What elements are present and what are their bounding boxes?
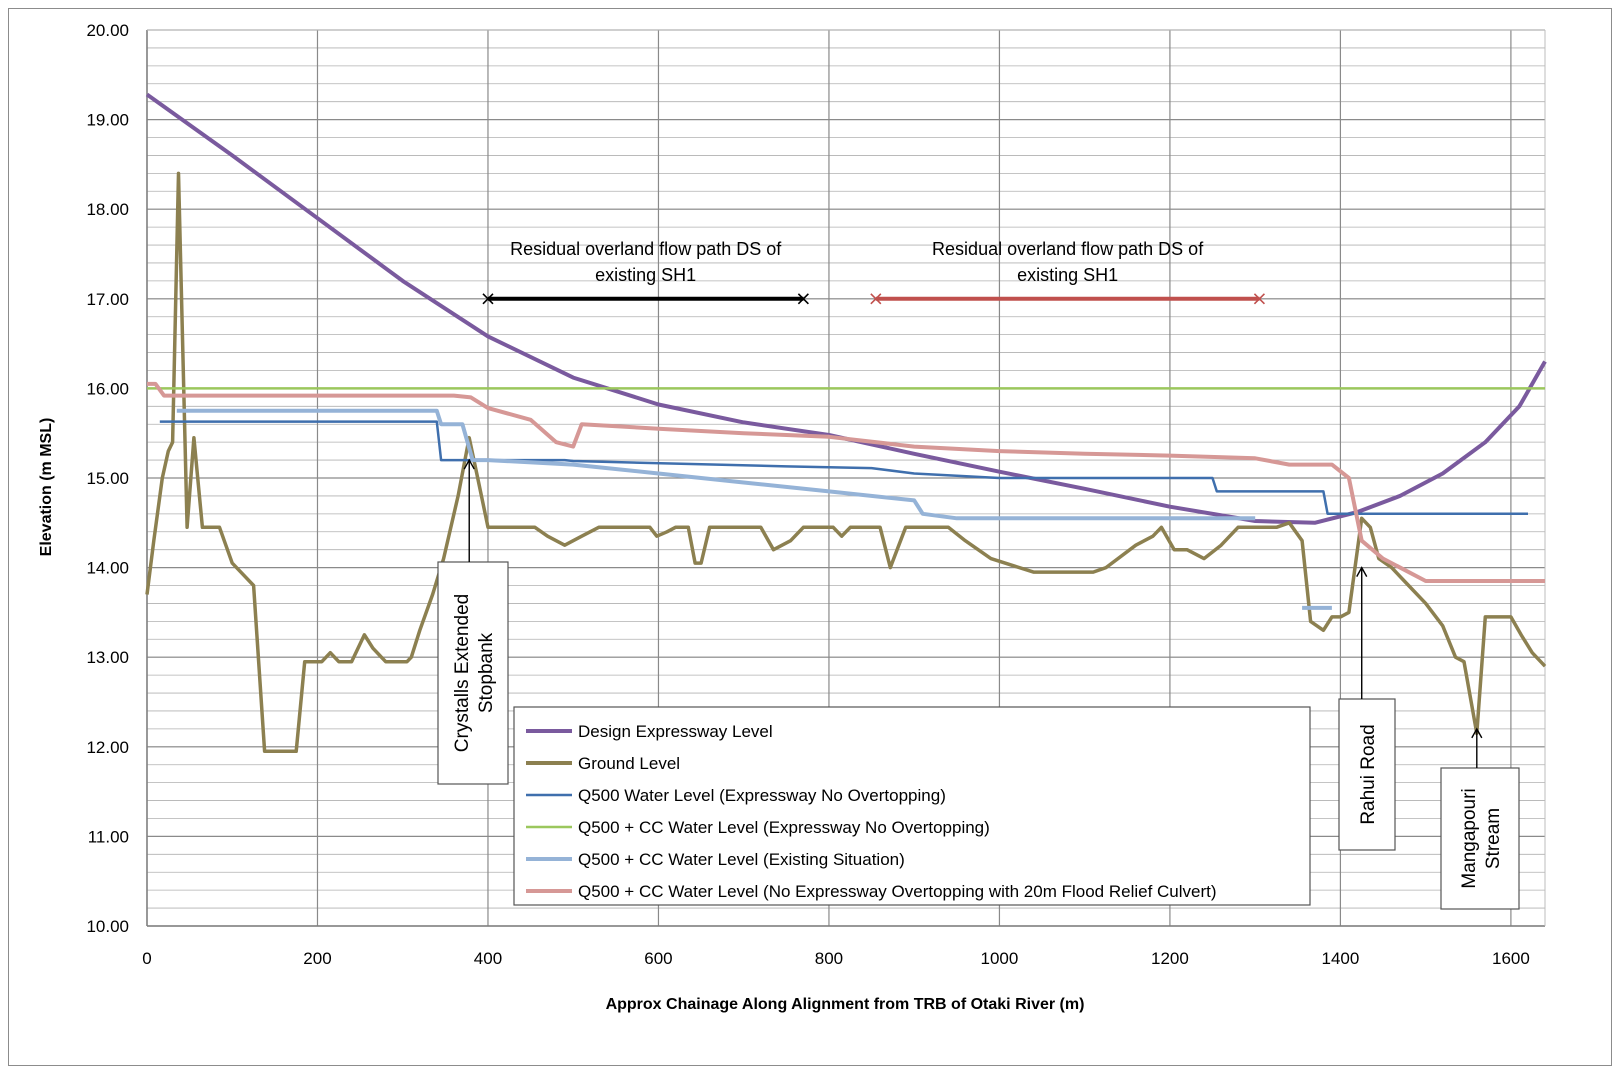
callout-label: Crystalls Extended [452, 594, 473, 752]
flow-path-marker [482, 293, 494, 305]
annotations: Residual overland flow path DS of existin… [437, 239, 1520, 910]
flow-path-label: existing SH1 [595, 265, 696, 285]
legend-entry-3: Q500 + CC Water Level (Expressway No Ove… [578, 818, 990, 837]
callout-label: Mangapouri [1459, 788, 1480, 888]
y-tick-label: 11.00 [88, 827, 129, 846]
flow-path-label: Residual overland flow path DS of [510, 239, 782, 259]
y-tick-label: 18.00 [86, 200, 129, 219]
y-tick-label: 19.00 [86, 111, 129, 130]
y-axis-title: Elevation (m MSL) [38, 418, 55, 557]
y-tick-label: 14.00 [86, 559, 129, 578]
axes: 10.00 11.00 12.00 13.00 14.00 15.00 16.00 17.00… [86, 21, 1546, 968]
x-tick-label: 1000 [981, 949, 1019, 968]
callout-label: Rahui Road [1358, 724, 1379, 824]
flow-path-marker [870, 293, 882, 305]
legend: Design Expressway Level Ground Level Q500 … [513, 706, 1311, 906]
series-line-4 [176, 408, 1332, 610]
y-tick-label: 16.00 [86, 379, 129, 398]
x-tick-label: 600 [644, 949, 672, 968]
series-lines [145, 92, 1547, 754]
series-line-5 [147, 381, 1545, 583]
x-tick-label: 1200 [1151, 949, 1189, 968]
series-line-2 [159, 420, 1528, 516]
series-line-0 [145, 92, 1547, 525]
callout-arrowhead [1471, 727, 1483, 739]
y-tick-label: 15.00 [86, 469, 129, 488]
legend-entry-2: Q500 Water Level (Expressway No Overtopp… [578, 786, 946, 805]
callout-label: Stopbank [476, 632, 497, 713]
callout-box [1338, 698, 1396, 851]
y-tick-label: 12.00 [86, 738, 129, 757]
callout-box [437, 561, 509, 785]
legend-entry-5: Q500 + CC Water Level (No Expressway Ove… [578, 882, 1217, 901]
elevation-chart: 10.00 11.00 12.00 13.00 14.00 15.00 16.00 17.00… [38, 21, 1547, 1013]
y-tick-label: 17.00 [86, 290, 129, 309]
legend-entry-4: Q500 + CC Water Level (Existing Situatio… [578, 850, 905, 869]
chart-frame: 10.00 11.00 12.00 13.00 14.00 15.00 16.00 17.00… [8, 8, 1612, 1066]
x-tick-label: 1600 [1492, 949, 1530, 968]
legend-entry-1: Ground Level [578, 754, 680, 773]
x-tick-label: 800 [815, 949, 843, 968]
flow-path-label: existing SH1 [1017, 265, 1118, 285]
legend-box [513, 706, 1311, 906]
flow-path-marker [797, 293, 809, 305]
callout-box [1440, 767, 1520, 910]
x-tick-label: 200 [303, 949, 331, 968]
y-tick-label: 13.00 [86, 648, 129, 667]
legend-entry-0: Design Expressway Level [578, 722, 773, 741]
y-tick-label: 20.00 [86, 21, 129, 40]
x-axis-title: Approx Chainage Along Alignment from TRB… [606, 996, 1085, 1013]
y-tick-label: 10.00 [86, 917, 129, 936]
callout-label: Stream [1483, 808, 1504, 869]
flow-path-label: Residual overland flow path DS of [932, 239, 1204, 259]
flow-path-marker [1253, 293, 1265, 305]
x-tick-label: 1400 [1322, 949, 1360, 968]
x-tick-label: 0 [142, 949, 151, 968]
series-line-1 [145, 171, 1547, 754]
callout-arrowhead [1356, 566, 1368, 577]
callout-arrowhead [463, 458, 475, 470]
x-tick-label: 400 [474, 949, 502, 968]
